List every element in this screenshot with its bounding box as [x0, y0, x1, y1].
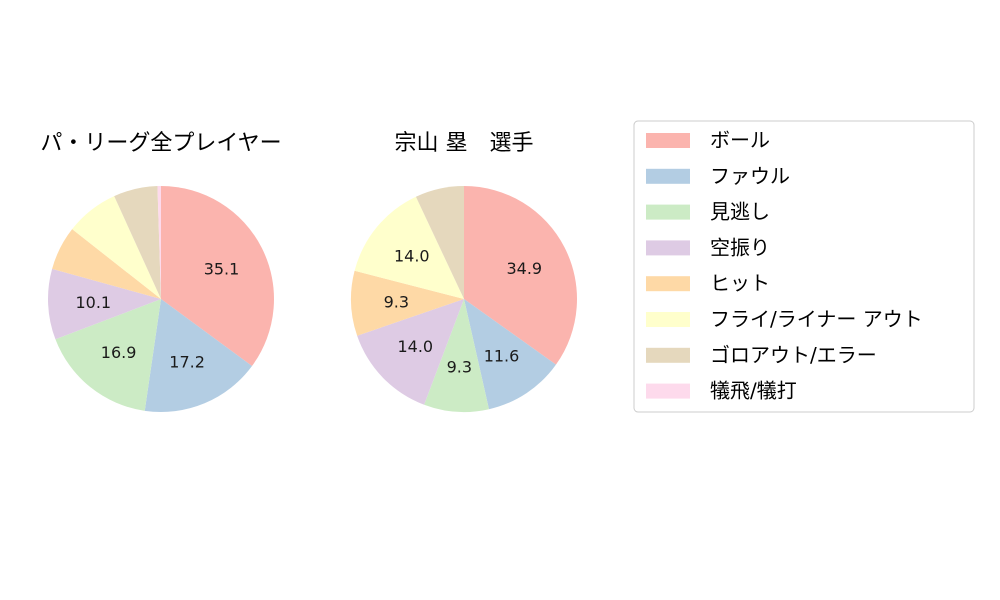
pie-slice-league-6: [114, 186, 161, 299]
slice-label-league-1: 17.2: [169, 353, 205, 372]
pie-slice-player-6: [415, 186, 464, 299]
pie-slice-league-0: [161, 186, 274, 366]
legend-swatch-3: [646, 240, 690, 256]
legend-frame: [633, 120, 975, 413]
legend-swatch-7: [646, 383, 690, 399]
legend-label-6: ゴロアウト/エラー: [710, 343, 877, 367]
legend-swatch-5: [646, 312, 690, 327]
legend-swatch-2: [646, 204, 690, 220]
pie-slice-player-3: [357, 299, 464, 405]
pie-slice-league-1: [144, 299, 252, 412]
legend-label-2: 見逃し: [710, 200, 770, 224]
legend-label-7: 犠飛/犠打: [710, 379, 797, 403]
slice-label-player-4: 9.3: [384, 293, 409, 312]
pie-slice-player-1: [464, 299, 556, 410]
legend-swatch-6: [646, 347, 690, 363]
slice-label-player-1: 11.6: [484, 347, 520, 366]
pie-slice-league-3: [48, 268, 161, 340]
pie-title-league: パ・リーグ全プレイヤー: [40, 131, 281, 156]
legend-label-1: ファウル: [710, 164, 790, 188]
slice-label-league-2: 16.9: [101, 343, 137, 362]
pie-slice-league-2: [55, 299, 161, 411]
pie-title-player: 宗山 塁 選手: [395, 131, 534, 156]
legend-label-4: ヒット: [710, 271, 770, 295]
legend-label-3: 空振り: [710, 235, 770, 259]
pie-slice-league-7: [157, 186, 161, 299]
pie-slice-player-5: [354, 196, 464, 299]
legend-swatch-1: [646, 168, 690, 184]
legend-label-5: フライ/ライナー アウト: [710, 307, 923, 331]
pie-slice-player-0: [464, 186, 577, 365]
legend-swatch-0: [646, 133, 690, 148]
slice-label-league-3: 10.1: [75, 293, 111, 312]
slice-label-player-5: 14.0: [394, 247, 430, 266]
pie-slice-league-4: [52, 229, 161, 299]
slice-label-league-0: 35.1: [204, 259, 240, 278]
pie-slice-player-4: [351, 270, 464, 336]
slice-label-player-0: 34.9: [506, 259, 542, 278]
legend-label-0: ボール: [710, 128, 770, 152]
pie-chart-player: 宗山 塁 選手 34.9 11.6 9.3 14.0 9.3 14.0: [351, 131, 577, 413]
slice-label-player-3: 14.0: [397, 337, 433, 356]
slice-label-player-2: 9.3: [447, 358, 472, 377]
pie-chart-league: パ・リーグ全プレイヤー 35.1 17.2 16.9 10.1: [40, 131, 282, 412]
legend-swatch-4: [646, 276, 690, 292]
pie-slice-player-2: [424, 299, 489, 413]
pie-slice-league-5: [72, 196, 161, 299]
